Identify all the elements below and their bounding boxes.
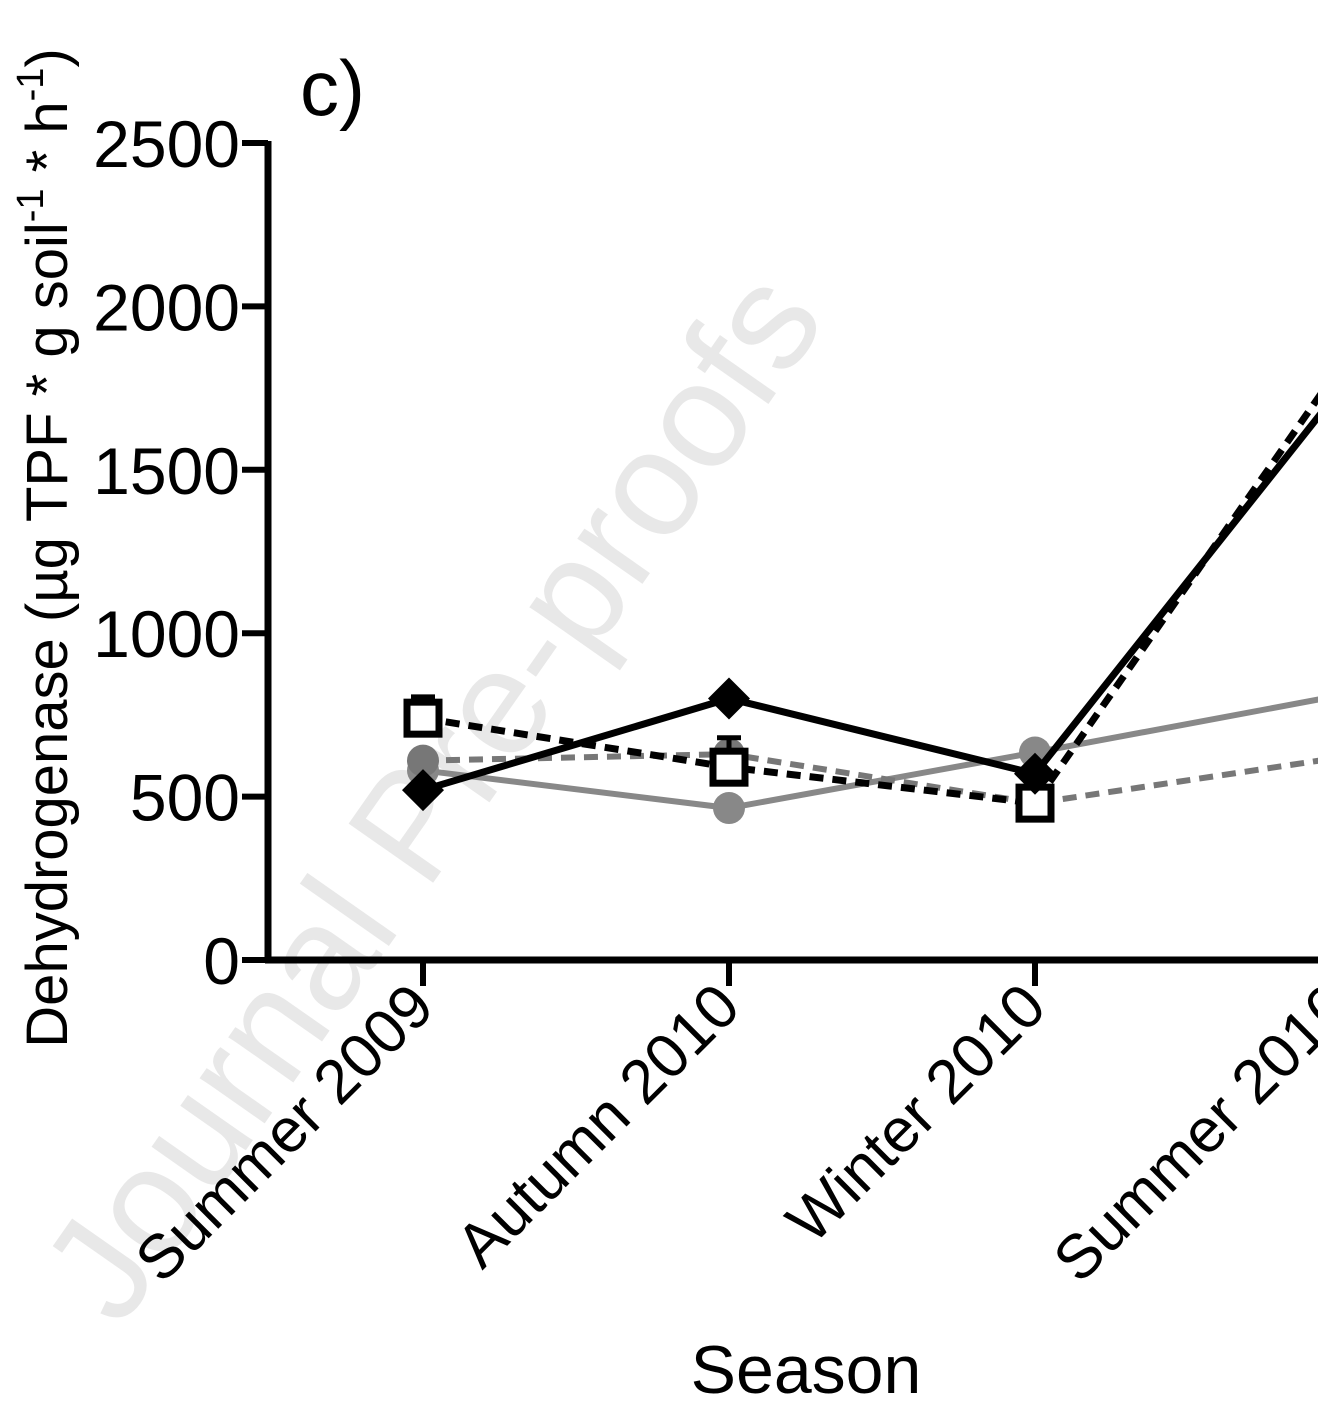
x-tick-label: Winter 2010 bbox=[774, 971, 1059, 1256]
x-tick-label: Autumn 2010 bbox=[443, 971, 753, 1281]
y-tick-label: 1500 bbox=[93, 434, 240, 508]
data-point bbox=[402, 769, 444, 812]
x-axis-title: Season bbox=[691, 1332, 922, 1403]
data-point bbox=[407, 744, 439, 777]
series-line bbox=[422, 751, 1318, 807]
series-layer bbox=[402, 392, 1318, 825]
axes bbox=[242, 140, 1318, 986]
data-point bbox=[708, 677, 750, 720]
y-tick-label: 1000 bbox=[93, 597, 240, 671]
y-axis-title: Dehydrogenase (µg TPF * g soil-1 * h-1) bbox=[10, 48, 80, 1047]
data-point bbox=[709, 747, 749, 787]
data-point bbox=[713, 792, 745, 825]
series-black-solid-diamond bbox=[402, 411, 1318, 812]
x-tick-label: Summer 2010 bbox=[1041, 971, 1318, 1295]
data-point bbox=[403, 698, 443, 738]
y-tick-label: 0 bbox=[203, 924, 240, 998]
y-tick-label: 2000 bbox=[93, 270, 240, 344]
y-tick-label: 500 bbox=[130, 761, 240, 835]
series-line bbox=[421, 411, 1318, 794]
data-point bbox=[1014, 752, 1056, 795]
y-tick-label: 2500 bbox=[93, 107, 240, 181]
panel-label: c) bbox=[300, 44, 365, 132]
